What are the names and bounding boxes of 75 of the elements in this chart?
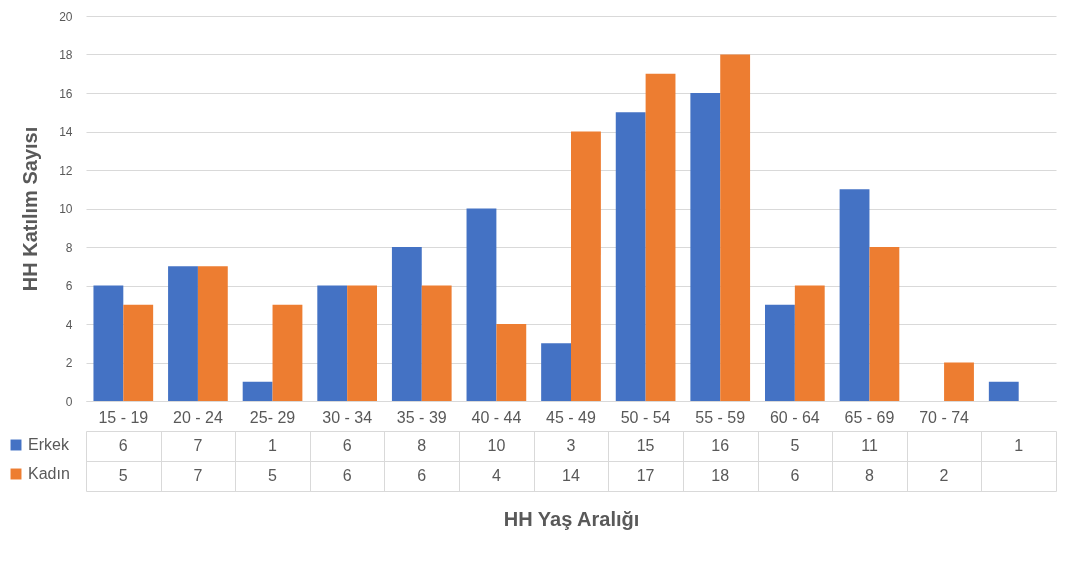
bar <box>317 285 348 401</box>
bar <box>242 381 273 401</box>
y-tick-label: 4 <box>65 317 73 332</box>
bar <box>571 131 601 401</box>
bar <box>496 324 527 401</box>
y-tick-label: 16 <box>59 86 73 101</box>
data-label: 2 <box>939 467 949 484</box>
data-label: 10 <box>487 437 506 454</box>
bar <box>944 362 974 401</box>
bar <box>839 189 870 401</box>
bar <box>765 304 795 401</box>
bar <box>645 73 676 401</box>
data-label: 6 <box>342 467 352 484</box>
data-label: 3 <box>566 437 576 454</box>
data-label: 16 <box>711 437 730 454</box>
legend-label: Kadın <box>28 465 70 482</box>
bar <box>347 285 377 401</box>
bar <box>391 247 422 401</box>
bar <box>690 93 721 401</box>
bar <box>794 285 825 401</box>
data-label: 11 <box>861 437 878 454</box>
x-tick-label: 70 - 74 <box>919 408 970 426</box>
bar <box>615 112 646 401</box>
y-tick-label: 0 <box>65 394 73 409</box>
data-label: 7 <box>193 467 203 484</box>
x-tick-label: 60 - 64 <box>769 408 820 426</box>
y-tick-label: 14 <box>59 125 73 139</box>
x-axis-title: HH Yaş Aralığı <box>503 507 640 530</box>
x-tick-label: 25- 29 <box>249 408 296 426</box>
x-tick-label: 65 - 69 <box>844 408 895 426</box>
bar <box>168 266 198 401</box>
bar <box>93 285 124 401</box>
bar <box>541 343 571 401</box>
bar <box>988 381 1019 401</box>
x-tick-label: 40 - 44 <box>471 408 522 426</box>
data-label: 6 <box>790 467 800 484</box>
y-tick-label: 20 <box>59 9 73 24</box>
data-label: 4 <box>491 467 501 484</box>
data-label: 6 <box>342 437 352 454</box>
data-label: 1 <box>1014 437 1024 454</box>
x-tick-label: 20 - 24 <box>173 408 223 426</box>
y-tick-label: 8 <box>65 240 73 255</box>
x-tick-label: 55 - 59 <box>695 408 746 426</box>
y-tick-label: 6 <box>65 279 73 293</box>
data-label: 6 <box>417 467 427 484</box>
y-tick-label: 18 <box>59 48 73 62</box>
x-tick-label: 45 - 49 <box>546 408 597 426</box>
y-axis-title: HH Katılım Sayısı <box>19 126 42 292</box>
data-label: 8 <box>865 467 875 484</box>
bar <box>869 247 900 401</box>
data-label: 15 <box>636 437 655 454</box>
x-tick-label: 15 - 19 <box>98 408 149 426</box>
bar <box>123 304 154 401</box>
data-label: 14 <box>562 467 580 484</box>
x-tick-label: 35 - 39 <box>396 408 447 426</box>
data-label: 17 <box>636 467 655 484</box>
y-tick-label: 12 <box>59 163 73 178</box>
x-tick-label: 50 - 54 <box>620 408 671 426</box>
data-label: 6 <box>118 437 128 454</box>
bar <box>720 54 751 401</box>
data-label: 8 <box>417 437 427 454</box>
bar <box>466 208 497 401</box>
bar <box>421 285 452 401</box>
data-label: 5 <box>118 467 128 484</box>
data-label: 1 <box>268 437 278 454</box>
x-tick-label: 30 - 34 <box>322 408 373 426</box>
data-label: 5 <box>790 437 800 454</box>
y-tick-label: 10 <box>59 202 73 216</box>
data-label: 5 <box>268 467 278 484</box>
y-tick-label: 2 <box>65 356 73 370</box>
legend-label: Erkek <box>28 436 70 453</box>
bar <box>197 266 228 401</box>
data-label: 7 <box>193 437 203 454</box>
bar <box>272 304 303 401</box>
data-label: 18 <box>711 467 730 484</box>
